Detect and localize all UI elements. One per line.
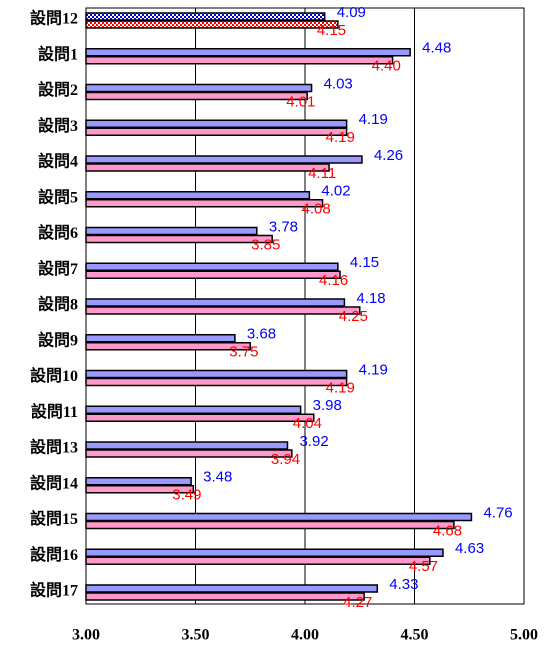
category-label: 設問7 <box>38 259 78 278</box>
bar <box>85 20 339 29</box>
category-label: 設問15 <box>30 509 78 528</box>
bar <box>85 270 341 279</box>
category-label: 設問9 <box>38 330 78 349</box>
bar <box>85 163 330 172</box>
value-label: 4.16 <box>319 272 348 289</box>
bar <box>85 83 313 93</box>
value-label: 4.40 <box>372 58 401 75</box>
bar <box>85 556 431 565</box>
bar <box>85 548 444 557</box>
category-label: 設問17 <box>30 581 78 600</box>
x-tick-label: 4.50 <box>401 627 429 644</box>
value-label: 3.92 <box>299 433 328 450</box>
bar <box>85 91 308 101</box>
bar <box>85 155 363 164</box>
value-label: 3.68 <box>247 326 276 343</box>
bar <box>85 191 311 200</box>
value-label: 4.19 <box>326 379 355 396</box>
bar <box>85 377 348 387</box>
category-label: 設問2 <box>38 80 78 99</box>
category-label: 設問11 <box>31 402 78 421</box>
value-label: 4.18 <box>356 290 385 307</box>
bar <box>85 48 411 57</box>
x-tick-label: 3.00 <box>72 627 100 644</box>
value-label: 4.09 <box>337 4 366 21</box>
value-label: 4.19 <box>326 129 355 146</box>
bar <box>85 584 379 593</box>
value-label: 3.85 <box>251 236 280 253</box>
bar <box>85 405 302 414</box>
value-label: 3.49 <box>172 487 201 504</box>
value-label: 4.19 <box>359 111 388 128</box>
bar <box>85 334 236 343</box>
x-tick-label: 4.00 <box>291 627 319 644</box>
category-label: 設問8 <box>38 295 78 314</box>
bar <box>85 226 258 236</box>
value-label: 4.02 <box>321 183 350 200</box>
bar <box>85 342 251 351</box>
value-label: 4.26 <box>374 147 403 164</box>
category-label: 設問3 <box>38 116 78 135</box>
bar <box>85 520 455 530</box>
value-label: 4.08 <box>302 201 331 218</box>
value-label: 4.48 <box>422 40 451 57</box>
category-label: 設問5 <box>38 187 78 206</box>
bar <box>85 298 346 307</box>
bar <box>85 119 348 128</box>
bar <box>85 592 365 601</box>
bar <box>85 127 348 136</box>
value-label: 4.15 <box>350 254 379 271</box>
category-label: 設問13 <box>30 438 78 457</box>
x-tick-label: 5.00 <box>510 627 538 644</box>
value-label: 3.75 <box>229 344 258 361</box>
value-label: 4.03 <box>324 75 353 92</box>
value-label: 4.76 <box>483 504 512 521</box>
category-label: 設問16 <box>30 545 78 564</box>
value-label: 4.27 <box>343 594 372 611</box>
bar <box>85 262 339 271</box>
value-label: 4.04 <box>293 415 322 432</box>
value-label: 4.25 <box>339 308 368 325</box>
bar <box>85 56 394 65</box>
bar <box>85 485 195 494</box>
bar <box>85 449 293 458</box>
bar <box>85 413 315 422</box>
category-label: 設問10 <box>30 366 78 385</box>
bar <box>85 369 348 379</box>
value-label: 4.19 <box>359 361 388 378</box>
bar <box>85 477 192 486</box>
category-label: 設問12 <box>30 9 78 28</box>
category-label: 設問6 <box>38 223 78 242</box>
value-label: 4.01 <box>286 93 315 110</box>
category-label: 設問4 <box>38 152 78 171</box>
value-label: 4.57 <box>409 558 438 575</box>
bar <box>85 306 361 315</box>
category-label: 設問1 <box>38 44 78 63</box>
value-label: 4.68 <box>433 522 462 539</box>
bar <box>85 199 324 208</box>
bar <box>85 512 473 522</box>
bar <box>85 234 273 244</box>
value-label: 3.94 <box>271 451 300 468</box>
value-label: 4.63 <box>455 540 484 557</box>
value-label: 3.48 <box>203 469 232 486</box>
value-label: 4.33 <box>389 576 418 593</box>
value-label: 3.78 <box>269 218 298 235</box>
category-label: 設問14 <box>30 473 78 492</box>
value-label: 4.15 <box>317 22 346 39</box>
value-label: 4.11 <box>308 165 336 182</box>
bar <box>85 441 289 450</box>
bar <box>85 12 326 21</box>
value-label: 3.98 <box>313 397 342 414</box>
x-tick-label: 3.50 <box>182 627 210 644</box>
